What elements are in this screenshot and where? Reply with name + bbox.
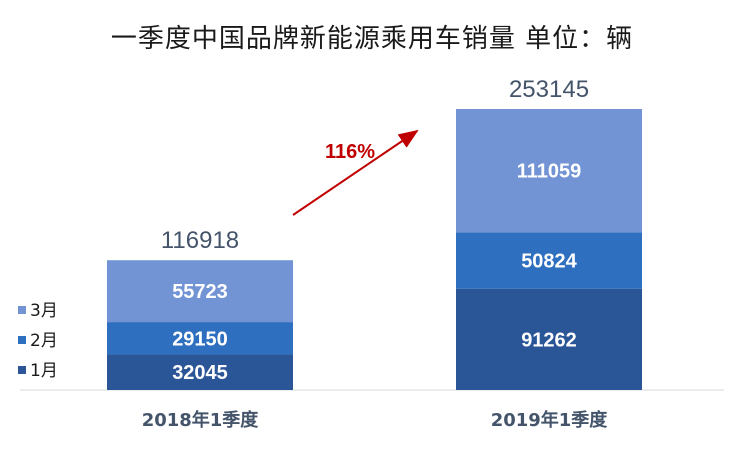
data-label: 50824 [521, 250, 577, 272]
legend-label: 1月 [30, 361, 58, 381]
legend-swatch [18, 306, 26, 314]
bar-segment-2-2月 [456, 232, 642, 289]
bar-segment-2-3月 [456, 109, 642, 233]
legend-swatch [18, 366, 26, 374]
x-tick-label: 2019年1季度 [491, 409, 609, 431]
data-label: 91262 [521, 329, 577, 351]
total-label: 253145 [509, 76, 589, 103]
bar-segment-1-2月 [107, 322, 293, 355]
legend-label: 2月 [30, 331, 58, 351]
bar-segment-1-3月 [107, 260, 293, 323]
growth-annotation: 116% [325, 141, 375, 163]
legend-swatch [18, 336, 26, 344]
legend-label: 3月 [30, 301, 58, 321]
data-label: 29150 [172, 328, 228, 350]
bar-segment-2-1月 [456, 288, 642, 390]
data-label: 111059 [517, 161, 582, 183]
bar-segment-1-1月 [107, 354, 293, 390]
x-tick-label: 2018年1季度 [142, 409, 260, 431]
data-label: 55723 [172, 281, 228, 303]
data-label: 32045 [172, 362, 228, 384]
chart-title: 一季度中国品牌新能源乘用车销量 单位：辆 [110, 24, 634, 54]
total-label: 116918 [161, 227, 239, 254]
growth-arrow [292, 129, 419, 216]
